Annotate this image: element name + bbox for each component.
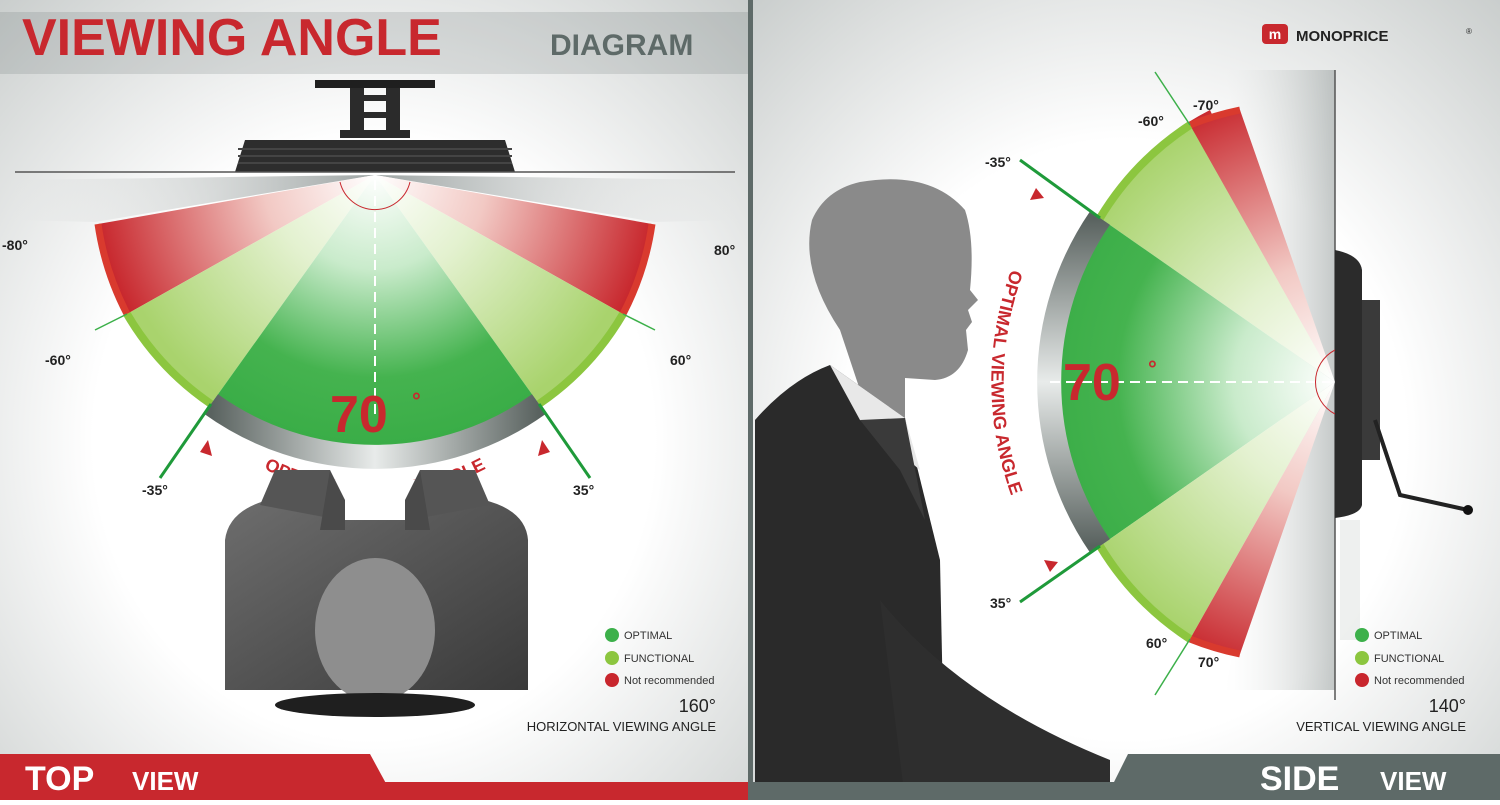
side-view-panel: m MONOPRICE ® bbox=[753, 0, 1500, 800]
person-side-view bbox=[755, 179, 1110, 800]
boundary-line-pos35-side bbox=[1019, 544, 1101, 604]
top-legend: OPTIMAL FUNCTIONAL Not recommended bbox=[605, 628, 715, 687]
rim-functional-left bbox=[123, 311, 214, 408]
top-center-unit: ° bbox=[412, 388, 421, 413]
monitor-top-view bbox=[235, 80, 515, 172]
label-neg35: -35° bbox=[142, 482, 168, 498]
beyond-limit-left bbox=[15, 175, 375, 222]
legend-label-functional-side: FUNCTIONAL bbox=[1374, 653, 1444, 665]
top-total-caption: HORIZONTAL VIEWING ANGLE bbox=[527, 719, 717, 734]
sector-functional-top bbox=[1100, 125, 1335, 382]
top-center-value: 70 bbox=[330, 386, 388, 444]
label-pos60: 60° bbox=[670, 352, 691, 368]
label-neg35-side: -35° bbox=[985, 154, 1011, 170]
arc-arrow-left bbox=[200, 440, 212, 456]
label-pos80: 80° bbox=[714, 242, 735, 258]
sector-not-recommended-bottom bbox=[1190, 382, 1335, 654]
beyond-limit-right bbox=[375, 175, 735, 222]
arc-arrow-top-side bbox=[1030, 188, 1044, 200]
side-center-value: 70 bbox=[1063, 354, 1121, 412]
rim-red-right bbox=[619, 223, 656, 316]
sector-not-recommended-right bbox=[375, 175, 652, 314]
monitor-side-view bbox=[1335, 250, 1473, 640]
legend-label-functional: FUNCTIONAL bbox=[624, 653, 694, 665]
label-neg60: -60° bbox=[45, 352, 71, 368]
label-pos35: 35° bbox=[573, 482, 594, 498]
boundary-line-pos60 bbox=[622, 313, 656, 331]
title-bar bbox=[0, 12, 748, 74]
legend-dot-functional-side bbox=[1355, 651, 1369, 665]
sector-functional-left bbox=[127, 175, 375, 404]
legend-dot-optimal-side bbox=[1355, 628, 1369, 642]
rim-red-left bbox=[94, 223, 131, 316]
top-footer-light: VIEW bbox=[132, 766, 199, 796]
title-main: VIEWING ANGLE bbox=[22, 9, 442, 67]
optimal-band-side bbox=[1037, 211, 1110, 553]
rim-functional-right bbox=[536, 311, 627, 408]
legend-dot-optimal bbox=[605, 628, 619, 642]
side-legend: OPTIMAL FUNCTIONAL Not recommended bbox=[1355, 628, 1465, 687]
angle-origin-arc bbox=[339, 181, 411, 211]
side-footer-light: VIEW bbox=[1380, 766, 1447, 796]
boundary-line-neg60-side bbox=[1154, 71, 1191, 126]
title-sub: DIAGRAM bbox=[550, 29, 693, 62]
sector-optimal-side bbox=[1049, 218, 1335, 546]
label-pos70-side: 70° bbox=[1198, 654, 1219, 670]
legend-dot-not-recommended-side bbox=[1355, 673, 1369, 687]
legend-label-optimal-side: OPTIMAL bbox=[1374, 630, 1422, 642]
brand-mark-letter: m bbox=[1269, 26, 1281, 42]
side-footer-bold: SIDE bbox=[1260, 760, 1339, 798]
rim-functional-top bbox=[1096, 121, 1193, 221]
angle-origin-arc-side bbox=[1314, 349, 1336, 415]
side-view-footer-strip bbox=[753, 782, 1500, 800]
sector-functional-bottom bbox=[1100, 382, 1335, 639]
sector-not-recommended-top-b bbox=[1190, 110, 1335, 382]
brand-registered: ® bbox=[1466, 27, 1472, 36]
legend-label-not-recommended-side: Not recommended bbox=[1374, 675, 1465, 687]
rim-functional-bottom bbox=[1096, 543, 1193, 643]
brand-logo: m MONOPRICE ® bbox=[1262, 24, 1472, 45]
boundary-line-neg60 bbox=[94, 313, 128, 331]
arc-arrow-right bbox=[538, 440, 550, 456]
boundary-line-neg35 bbox=[158, 403, 213, 479]
brand-name: MONOPRICE bbox=[1296, 28, 1389, 45]
person-top-view bbox=[225, 470, 528, 717]
top-total-value: 160° bbox=[679, 696, 716, 716]
sector-functional-right bbox=[375, 175, 623, 404]
label-neg80: -80° bbox=[2, 237, 28, 253]
brand-mark-icon bbox=[1262, 24, 1288, 44]
rim-red-bottom bbox=[1188, 635, 1241, 658]
side-center-unit: ° bbox=[1148, 356, 1157, 381]
rim-red-top bbox=[1188, 106, 1241, 129]
label-neg60-side: -60° bbox=[1138, 113, 1164, 129]
side-total-value: 140° bbox=[1429, 696, 1466, 716]
side-total-caption: VERTICAL VIEWING ANGLE bbox=[1296, 719, 1466, 734]
legend-dot-not-recommended bbox=[605, 673, 619, 687]
legend-dot-functional bbox=[605, 651, 619, 665]
label-pos60-side: 60° bbox=[1146, 635, 1167, 651]
legend-label-not-recommended: Not recommended bbox=[624, 675, 715, 687]
arc-arrow-bottom-side bbox=[1044, 560, 1058, 572]
label-neg70-side: -70° bbox=[1193, 97, 1219, 113]
boundary-line-neg35-side bbox=[1019, 158, 1101, 220]
boundary-line-pos60-side bbox=[1154, 638, 1191, 696]
boundary-line-pos35 bbox=[537, 403, 592, 479]
label-pos35-side: 35° bbox=[990, 595, 1011, 611]
top-footer-bold: TOP bbox=[25, 760, 94, 798]
top-view-panel: VIEWING ANGLE DIAGRAM bbox=[0, 0, 748, 800]
optimal-band bbox=[204, 394, 546, 469]
legend-label-optimal: OPTIMAL bbox=[624, 630, 672, 642]
top-view-footer-strip bbox=[0, 782, 748, 800]
wall-shade bbox=[1225, 70, 1335, 690]
sector-not-recommended-left bbox=[98, 175, 375, 314]
panel-divider bbox=[748, 0, 753, 800]
